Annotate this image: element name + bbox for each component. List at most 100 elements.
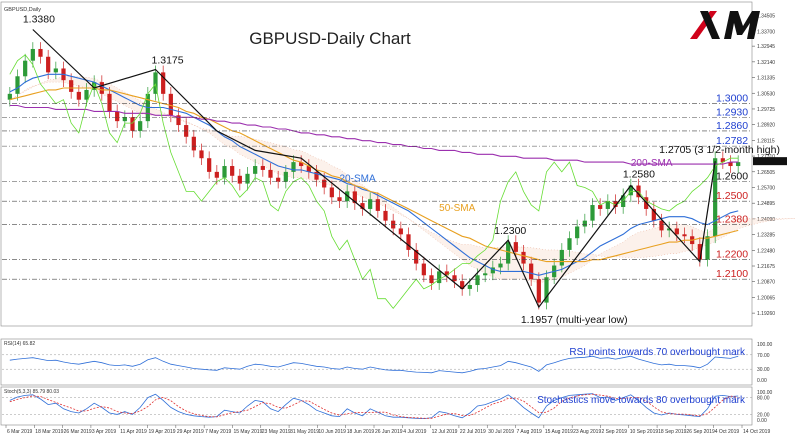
panel-annotation: Stochastics move towards 80 overbought m…: [537, 395, 746, 406]
candle: [398, 228, 403, 235]
candle: [38, 48, 43, 57]
x-tick-label: 18 Mar 2019: [35, 429, 63, 435]
y-tick-label: 1.32945: [757, 44, 775, 50]
candle: [720, 158, 725, 163]
level-label: 1.2100: [716, 268, 748, 280]
panel-annotation: RSI points towards 70 overbought mark: [569, 347, 746, 358]
candle: [276, 177, 281, 182]
candle: [299, 162, 304, 167]
sub-panel-title: RSI(14) 65.82: [4, 341, 35, 347]
candle: [306, 166, 311, 172]
symbol-tag: GBPUSD,Daily: [4, 7, 41, 13]
candle: [713, 158, 718, 237]
x-tick-label: 6 Mar 2019: [7, 429, 33, 435]
x-tick-label: 2 Sep 2019: [601, 429, 627, 435]
candle: [559, 249, 564, 266]
candle: [582, 220, 587, 227]
y-tick-label: 1.24895: [757, 201, 775, 207]
y-tick-label: 1.34505: [757, 14, 775, 20]
last-price-tag: [753, 157, 787, 166]
candle: [130, 117, 135, 131]
candle: [237, 175, 242, 184]
candle: [682, 234, 687, 237]
candle: [536, 279, 541, 303]
candle: [7, 93, 12, 100]
candle: [107, 93, 112, 112]
sub-y-tick-label: 0.00: [757, 378, 767, 384]
candle: [590, 205, 595, 221]
price-panel: 1.34505 1.33700 1.32945 1.32140 1.31335 1.305…: [0, 1, 795, 327]
x-tick-label: 12 Jul 2019: [432, 429, 458, 435]
rsi-panel: RSI(14) 65.82 100.00 70.00 30.00 0.00 RSI poi…: [0, 338, 773, 386]
x-tick-label: 10 Sep 2019: [630, 429, 659, 435]
y-tick-label: 1.28920: [757, 123, 775, 129]
candle: [222, 166, 227, 178]
y-tick-label: 1.21675: [757, 264, 775, 270]
candle: [429, 275, 434, 284]
sma-label: 200-SMA: [631, 158, 673, 169]
x-tick-label: 26 Jun 2019: [375, 429, 403, 435]
y-tick-label: 1.27310: [757, 154, 775, 160]
sub-y-tick-label: 80.00: [757, 396, 770, 402]
level-label: 1.2200: [716, 249, 748, 261]
candle: [322, 179, 327, 188]
candle: [383, 210, 388, 221]
candle: [122, 117, 127, 122]
y-tick-label: 1.30530: [757, 91, 775, 97]
sub-y-tick-label: 100.00: [757, 390, 773, 396]
candle: [260, 166, 265, 170]
chart-title: GBPUSD-Daily Chart: [249, 29, 411, 48]
candle: [506, 242, 511, 264]
candle: [15, 76, 20, 94]
swing-label: 1.3380: [23, 13, 55, 25]
candle: [375, 199, 380, 211]
x-axis: 6 Mar 2019 18 Mar 2019 26 Mar 2019 3 Apr 20…: [5, 425, 770, 435]
candle: [138, 121, 143, 131]
level-label: 1.3000: [716, 93, 748, 105]
level-label: 1.2860: [716, 120, 748, 132]
candle: [674, 228, 679, 235]
logo-m: [724, 11, 760, 39]
indicator-line: [9, 393, 739, 419]
200-sma-line: [9, 104, 739, 165]
x-tick-label: 22 Jul 2019: [460, 429, 486, 435]
x-tick-label: 23 Aug 2019: [573, 429, 601, 435]
sub-y-tick-label: 30.00: [757, 367, 770, 373]
swing-trendline: [32, 29, 716, 309]
candle: [437, 271, 442, 284]
candle: [452, 275, 457, 282]
swing-label: 1.2300: [494, 225, 526, 237]
x-tick-label: 4 Jul 2019: [403, 429, 426, 435]
x-tick-label: 31 May 2019: [290, 429, 319, 435]
sub-y-tick-label: 100.00: [757, 342, 773, 348]
candle: [414, 249, 419, 264]
y-tick-label: 1.31335: [757, 76, 775, 82]
candle: [214, 171, 219, 178]
candle: [268, 169, 273, 178]
level-label: 1.2600: [716, 171, 748, 183]
candle: [168, 93, 173, 116]
sub-y-tick-label: 70.00: [757, 353, 770, 359]
candle: [406, 234, 411, 250]
sub-panel-frame: [0, 338, 753, 386]
candle: [337, 197, 342, 202]
swing-label: 1.1957 (multi-year low): [521, 314, 628, 326]
candle: [253, 166, 258, 174]
x-tick-label: 29 Apr 2019: [177, 429, 204, 435]
candle: [291, 162, 296, 172]
candle: [360, 203, 365, 209]
x-tick-label: 26 Mar 2019: [64, 429, 92, 435]
candle: [92, 82, 97, 90]
candle: [659, 220, 664, 231]
level-label: 1.2380: [716, 214, 748, 226]
candle: [245, 173, 250, 184]
y-tick-label: 1.20870: [757, 280, 775, 286]
sub-panel-title: Stoch(5,3,3) 85.79 80.03: [4, 389, 59, 395]
sub-y-tick-label: 20.00: [757, 412, 770, 418]
y-tick-label: 1.28115: [757, 138, 775, 144]
x-tick-label: 7 Aug 2019: [517, 429, 543, 435]
candle: [475, 275, 480, 286]
candle: [191, 136, 196, 151]
indicator-line: [9, 355, 739, 374]
